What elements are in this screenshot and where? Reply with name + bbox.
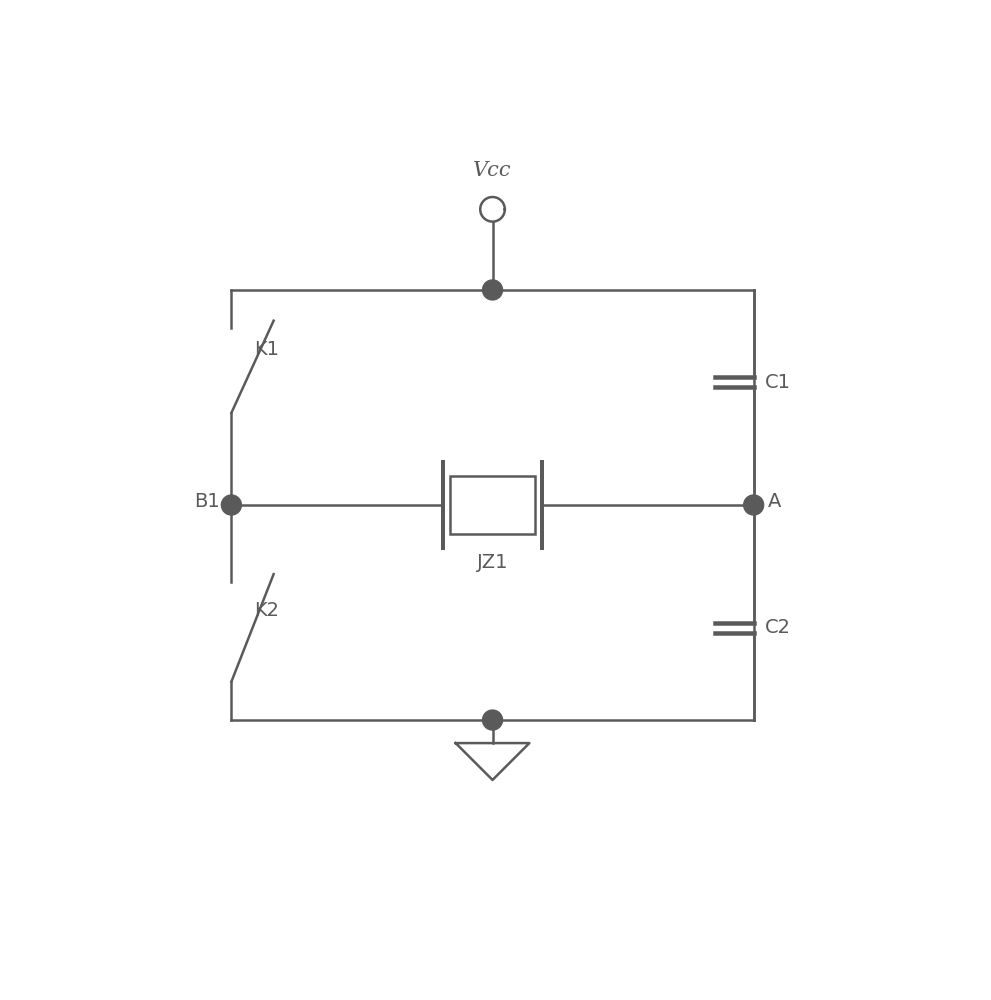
Text: Vcc: Vcc bbox=[474, 161, 511, 180]
Text: K1: K1 bbox=[255, 340, 279, 359]
Text: C2: C2 bbox=[765, 618, 791, 637]
Text: K2: K2 bbox=[255, 601, 279, 620]
Text: B1: B1 bbox=[194, 492, 220, 511]
Circle shape bbox=[483, 710, 502, 730]
Text: C1: C1 bbox=[765, 373, 791, 392]
Bar bbox=[450, 476, 535, 534]
Circle shape bbox=[483, 280, 502, 300]
Circle shape bbox=[743, 495, 764, 515]
Text: JZ1: JZ1 bbox=[477, 553, 508, 572]
Circle shape bbox=[221, 495, 242, 515]
Text: A: A bbox=[767, 492, 781, 511]
